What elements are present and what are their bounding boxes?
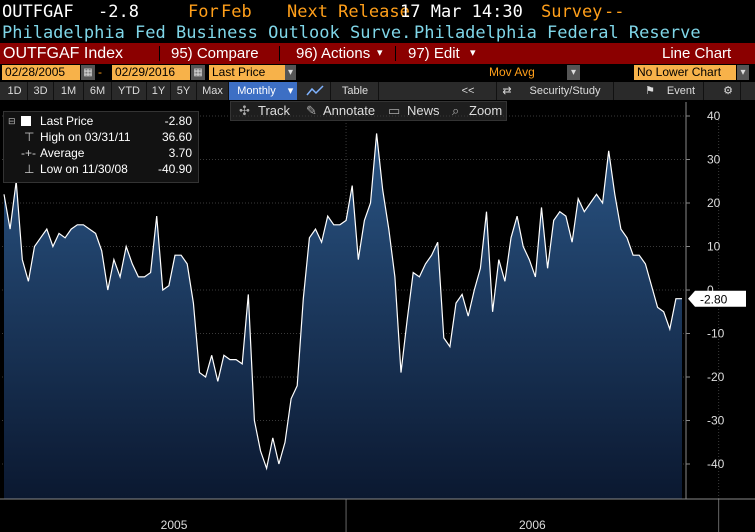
low-marker-icon: ⊥ (24, 162, 35, 176)
field-select[interactable]: Last Price (209, 65, 285, 80)
period-3d[interactable]: 3D (28, 82, 54, 100)
period-1m[interactable]: 1M (54, 82, 84, 100)
event-button[interactable]: Event (659, 82, 704, 100)
ticker: OUTFGAF (2, 2, 74, 22)
field-dropdown-icon[interactable]: ▾ (285, 65, 296, 80)
period-6m[interactable]: 6M (84, 82, 112, 100)
table-button[interactable]: Table (332, 82, 379, 100)
legend-average-value: 3.70 (168, 146, 192, 160)
end-calendar-icon[interactable]: ▦ (191, 65, 205, 80)
y-tick-label: -20 (707, 370, 725, 384)
legend-last-value: -2.80 (164, 114, 192, 128)
y-tick-label: -10 (707, 327, 725, 341)
date-dash: - (98, 65, 102, 79)
security-study-icon[interactable]: ⇄ (502, 85, 512, 97)
index-label[interactable]: OUTFGAF Index (3, 45, 124, 62)
divider (159, 46, 160, 61)
annotate-icon[interactable]: ✎ (306, 103, 317, 118)
y-tick-label: -40 (707, 457, 725, 471)
period-label: Feb (221, 2, 252, 22)
frequency-select[interactable]: Monthly (229, 82, 285, 100)
chart-type-label[interactable]: Line Chart (662, 45, 732, 62)
next-release-value: 17 Mar 14:30 (400, 2, 523, 22)
legend-low-value: -40.90 (157, 162, 192, 176)
compare-button[interactable]: 95) Compare (171, 45, 259, 62)
zoom-icon[interactable]: ⌕ (452, 103, 460, 118)
security-study-button[interactable]: Security/Study (517, 82, 614, 100)
y-tick-label: 30 (707, 153, 721, 167)
x-tick-label: 2006 (519, 518, 546, 532)
news-icon[interactable]: ▭ (388, 103, 401, 118)
mov-avg-label[interactable]: Mov Avg (489, 65, 535, 79)
period-row: 1D 3D 1M 6M YTD 1Y 5Y Max Monthly ▾ Tabl… (0, 82, 755, 100)
frequency-dropdown-icon[interactable]: ▾ (284, 82, 297, 100)
legend-low-label: Low on 11/30/08 (40, 162, 128, 176)
legend-collapse-icon[interactable]: ⊟ (8, 116, 16, 126)
line-chart-icon[interactable] (300, 82, 331, 100)
survey-value: -- (604, 2, 625, 22)
annotate-button[interactable]: Annotate (323, 103, 376, 118)
y-tick-label: 0 (707, 283, 714, 297)
period-1d[interactable]: 1D (2, 82, 28, 100)
for-label: For (188, 2, 219, 22)
divider (395, 46, 396, 61)
last-value-label: -2.80 (700, 293, 728, 307)
next-release-label: Next Release (287, 2, 410, 22)
divider (279, 46, 280, 61)
period-ytd[interactable]: YTD (112, 82, 147, 100)
survey-label: Survey (541, 2, 603, 22)
zoom-button[interactable]: Zoom (469, 103, 503, 118)
security-header: OUTFGAF -2.8 For Feb Next Release 17 Mar… (0, 0, 755, 24)
x-tick-label: 2005 (161, 518, 188, 532)
legend-last-label: Last Price (40, 114, 94, 128)
end-date-field[interactable]: 02/29/2016 (112, 65, 190, 80)
track-button[interactable]: Track (258, 103, 291, 118)
actions-button[interactable]: 96) Actions (296, 45, 371, 62)
edit-dropdown-icon[interactable]: ▾ (470, 47, 476, 59)
settings-gear-icon[interactable]: ⚙ (716, 82, 741, 100)
edit-button[interactable]: 97) Edit (408, 45, 460, 62)
legend-high-label: High on 03/31/11 (40, 130, 131, 144)
track-icon[interactable]: ✣ (239, 103, 250, 118)
start-date-field[interactable]: 02/28/2005 (2, 65, 80, 80)
y-tick-label: 40 (707, 109, 721, 123)
last-value-marker (688, 290, 746, 307)
lower-chart-select[interactable]: No Lower Chart (634, 65, 736, 80)
last-price-swatch (21, 116, 31, 126)
actions-dropdown-icon[interactable]: ▾ (377, 47, 383, 59)
average-marker-icon: -+- (21, 146, 36, 160)
header-value: -2.8 (98, 2, 139, 22)
data-source: Philadelphia Federal Reserve (414, 23, 701, 43)
security-description: Philadelphia Fed Business Outlook Surve.… (2, 23, 432, 43)
date-range-row: 02/28/2005 ▦ - 02/29/2016 ▦ Last Price ▾… (0, 64, 755, 82)
series-line[interactable] (3, 133, 682, 471)
chart-legend: ⊟ Last Price -2.80 ⊤ High on 03/31/11 36… (3, 111, 199, 183)
period-max[interactable]: Max (197, 82, 229, 100)
legend-high-value: 36.60 (161, 130, 192, 144)
description-row: Philadelphia Fed Business Outlook Surve.… (0, 22, 755, 44)
mov-avg-dropdown-icon[interactable]: ▾ (567, 65, 580, 80)
start-calendar-icon[interactable]: ▦ (81, 65, 95, 80)
legend-average-label: Average (40, 146, 85, 160)
period-1y[interactable]: 1Y (147, 82, 171, 100)
high-marker-icon: ⊤ (24, 130, 35, 144)
y-tick-label: 20 (707, 196, 721, 210)
y-tick-label: 10 (707, 240, 721, 254)
collapse-button[interactable]: << (440, 82, 497, 100)
lower-chart-dropdown-icon[interactable]: ▾ (737, 65, 749, 80)
event-flag-icon[interactable]: ⚑ (645, 85, 655, 97)
series-area (4, 133, 682, 499)
period-5y[interactable]: 5Y (171, 82, 197, 100)
y-tick-label: -30 (707, 414, 725, 428)
news-button[interactable]: News (407, 103, 440, 118)
function-bar: OUTFGAF Index 95) Compare 96) Actions ▾ … (0, 43, 755, 64)
